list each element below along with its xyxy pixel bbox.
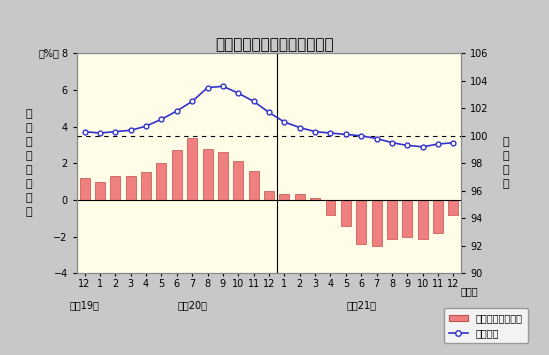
Text: 平成20年: 平成20年 xyxy=(177,300,207,310)
Bar xyxy=(156,163,166,200)
Y-axis label: 対
前
年
同
月
上
昇
率: 対 前 年 同 月 上 昇 率 xyxy=(25,109,32,217)
Text: （%）: （%） xyxy=(39,48,60,58)
Bar xyxy=(141,173,151,200)
Bar xyxy=(449,200,458,215)
Bar xyxy=(95,182,105,200)
Bar xyxy=(187,138,197,200)
Bar xyxy=(372,200,382,246)
Bar xyxy=(341,200,351,226)
Bar xyxy=(110,176,120,200)
Bar xyxy=(326,200,335,215)
Bar xyxy=(264,191,274,200)
Bar xyxy=(279,195,289,200)
Bar xyxy=(126,176,136,200)
Bar xyxy=(356,200,366,244)
Bar xyxy=(80,178,89,200)
Bar xyxy=(172,151,182,200)
Text: 平成21年: 平成21年 xyxy=(346,300,376,310)
Legend: 対前年同月上昇率, 総合指数: 対前年同月上昇率, 総合指数 xyxy=(444,308,528,343)
Bar xyxy=(233,162,243,200)
Bar xyxy=(433,200,443,233)
Bar xyxy=(418,200,428,239)
Bar xyxy=(218,152,228,200)
Y-axis label: 総
合
指
数: 総 合 指 数 xyxy=(502,137,509,189)
Bar xyxy=(249,171,259,200)
Bar xyxy=(295,195,305,200)
Text: （月）: （月） xyxy=(461,286,478,296)
Bar xyxy=(310,198,320,200)
Bar xyxy=(203,149,212,200)
Text: 平成19年: 平成19年 xyxy=(70,300,99,310)
Text: 鳥取市消費者物価指数の推移: 鳥取市消費者物価指数の推移 xyxy=(215,37,334,52)
Bar xyxy=(402,200,412,237)
Bar xyxy=(387,200,397,239)
